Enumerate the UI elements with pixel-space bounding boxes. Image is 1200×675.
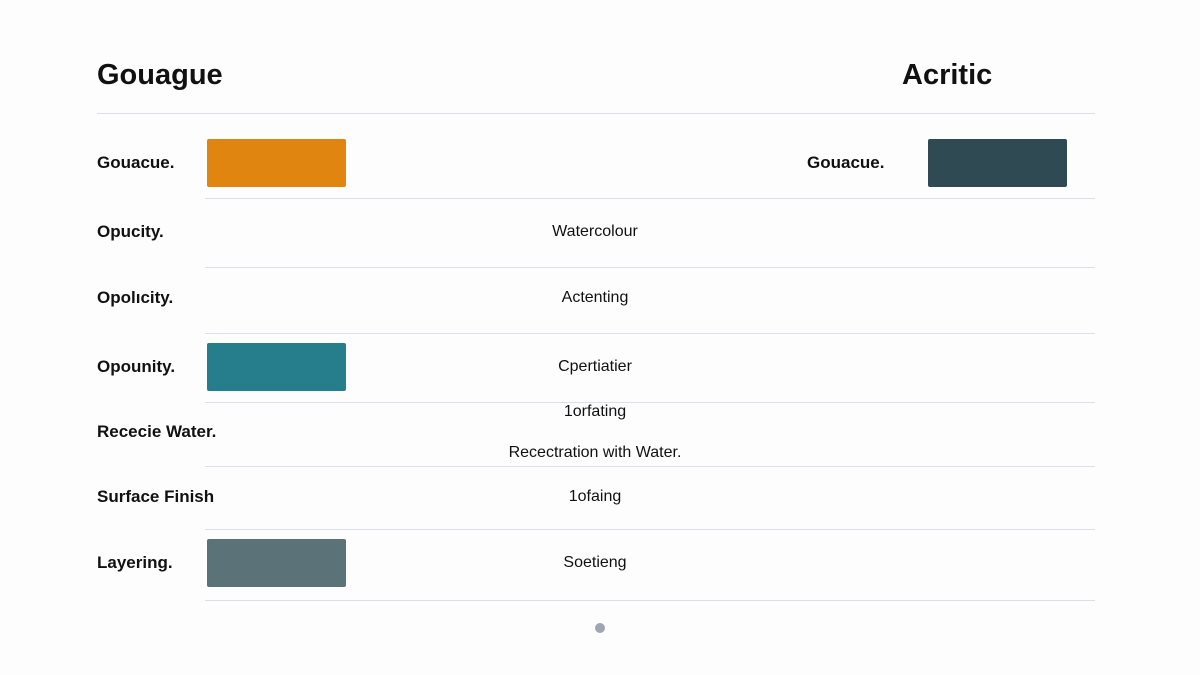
row-label: Opolıcity. xyxy=(97,288,174,307)
middle-text: 1ofaing xyxy=(568,488,622,505)
right-row-label: Gouacue. xyxy=(807,153,885,172)
header-rule xyxy=(97,113,1095,114)
middle-text: Actenting xyxy=(561,289,629,306)
color-swatch xyxy=(207,539,346,587)
color-swatch xyxy=(207,343,346,391)
row-label: Gouacue. xyxy=(97,153,175,172)
row-rule xyxy=(205,198,1095,199)
middle-text: Soetieng xyxy=(563,554,627,571)
row-rule xyxy=(205,466,1095,467)
pager-dot[interactable] xyxy=(595,623,605,633)
color-swatch xyxy=(207,139,346,187)
row-label: Surface Finish xyxy=(97,487,215,506)
row-rule xyxy=(205,529,1095,530)
row-label: Opounity. xyxy=(97,357,176,376)
color-swatch xyxy=(928,139,1067,187)
row-label: Opucity. xyxy=(97,222,164,241)
row-rule xyxy=(205,333,1095,334)
middle-text: Recectration with Water. xyxy=(508,443,682,461)
middle-text: Watercolour xyxy=(552,223,638,240)
page-title: Gouague xyxy=(97,59,223,91)
row-label: Rececie Water. xyxy=(97,422,217,441)
middle-text: Cpertiatier xyxy=(558,358,632,375)
row-rule xyxy=(205,267,1095,268)
row-rule xyxy=(205,402,1095,403)
right-title: Acritic xyxy=(902,59,993,91)
row-rule xyxy=(205,600,1095,601)
middle-text: 1orfating xyxy=(563,402,627,420)
row-label: Layering. xyxy=(97,553,173,572)
